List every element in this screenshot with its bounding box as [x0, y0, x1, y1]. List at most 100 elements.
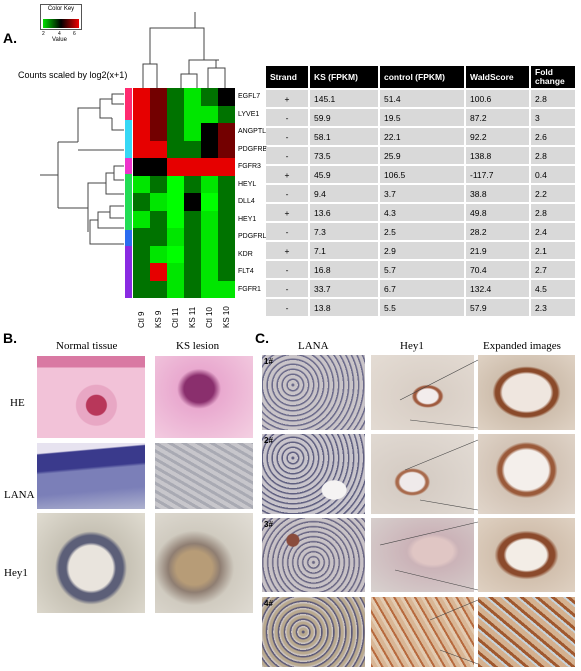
- gene-table-row: -9.4 3.7 38.8 2.2: [266, 185, 577, 202]
- gene-table-cell: 22.1: [380, 128, 466, 145]
- gene-table-cell: 3: [531, 109, 577, 126]
- gene-label: HEYL: [238, 180, 257, 188]
- gene-table-cell: 73.5: [310, 147, 380, 164]
- heatmap-cell: [167, 245, 184, 263]
- row-tag-c4: 4#: [264, 599, 273, 608]
- heatmap-cell: [201, 263, 218, 281]
- heatmap-cell: [167, 105, 184, 123]
- heatmap-cell: [201, 158, 218, 176]
- heatmap-cell: [184, 105, 201, 123]
- heatmap-cell: [133, 140, 150, 158]
- color-key: Color Key: [40, 4, 82, 30]
- heatmap-cell: [167, 123, 184, 141]
- heatmap-cell: [133, 105, 150, 123]
- heatmap-cell: [184, 263, 201, 281]
- gene-table-cell: +: [266, 242, 310, 259]
- row-group-bar: [125, 120, 132, 158]
- gene-table-cell: 2.4: [531, 223, 577, 240]
- gene-label: LYVE1: [238, 110, 260, 118]
- heatmap-cell: [218, 245, 235, 263]
- row-group-bar: [125, 230, 132, 246]
- gene-table-cell: +: [266, 90, 310, 107]
- color-key-title: Color Key: [47, 6, 75, 12]
- heatmap-cell: [184, 123, 201, 141]
- row-tag-lana: LANA: [4, 489, 35, 501]
- heatmap-cell: [184, 280, 201, 298]
- row-tag-c2: 2#: [264, 436, 273, 445]
- gene-table-cell: 45.9: [310, 166, 380, 183]
- heatmap-cell: [218, 123, 235, 141]
- gene-table-row: -58.1 22.1 92.2 2.6: [266, 128, 577, 145]
- gene-table-cell: 28.2: [466, 223, 531, 240]
- heatmap-cell: [201, 123, 218, 141]
- heatmap-cell: [184, 245, 201, 263]
- gene-table-cell: 2.2: [531, 185, 577, 202]
- gene-table-cell: +: [266, 166, 310, 183]
- gene-table-cell: 2.7: [531, 261, 577, 278]
- panel-c-label: C.: [255, 330, 269, 346]
- image-c2-expanded: [478, 434, 575, 514]
- heatmap-cell: [201, 193, 218, 211]
- heatmap-cell: [167, 175, 184, 193]
- gene-table-cell: 2.8: [531, 204, 577, 221]
- heatmap-cell: [218, 140, 235, 158]
- col-title-ks: KS lesion: [176, 340, 220, 352]
- heatmap-cell: [184, 88, 201, 106]
- gene-table-cell: -: [266, 109, 310, 126]
- image-c4-lana: [262, 597, 365, 667]
- gene-table-cell: 6.7: [380, 280, 466, 297]
- gene-table-cell: 58.1: [310, 128, 380, 145]
- gene-table-cell: 2.1: [531, 242, 577, 259]
- gene-table-row: -13.8 5.5 57.9 2.3: [266, 299, 577, 316]
- heatmap-cell: [150, 123, 167, 141]
- image-ks-he: [155, 356, 253, 438]
- row-group-bar: [125, 174, 132, 230]
- color-key-tick: 4: [58, 31, 61, 37]
- row-tag-he: HE: [10, 397, 25, 409]
- gene-table-cell: 4.3: [380, 204, 466, 221]
- image-c3-hey1: [371, 518, 474, 592]
- gene-table: Strand KS (FPKM) control (FPKM) WaldScor…: [266, 64, 577, 318]
- image-c3-lana: [262, 518, 365, 592]
- heatmap-cell: [184, 210, 201, 228]
- panel-a-label: A.: [3, 30, 17, 46]
- heatmap-cell: [167, 210, 184, 228]
- gene-table-cell: 57.9: [466, 299, 531, 316]
- heatmap-cell: [201, 280, 218, 298]
- heatmap-cell: [133, 210, 150, 228]
- heatmap-cell: [201, 210, 218, 228]
- heatmap-cell: [167, 263, 184, 281]
- heatmap-cell: [184, 228, 201, 246]
- gene-table-cell: 2.3: [531, 299, 577, 316]
- heatmap-cell: [184, 140, 201, 158]
- heatmap-cell: [184, 175, 201, 193]
- gene-table-cell: 33.7: [310, 280, 380, 297]
- gene-table-cell: 87.2: [466, 109, 531, 126]
- row-group-bar: [125, 158, 132, 174]
- gene-table-cell: 70.4: [466, 261, 531, 278]
- image-normal-hey1: [37, 513, 145, 613]
- gene-table-cell: 7.1: [310, 242, 380, 259]
- gene-label: PDGFRL: [238, 233, 267, 240]
- heatmap-cell: [184, 158, 201, 176]
- gene-label: KDR: [238, 250, 253, 258]
- gene-table-cell: 132.4: [466, 280, 531, 297]
- heatmap-cell: [201, 88, 218, 106]
- col-title-expanded: Expanded images: [483, 340, 561, 352]
- gene-table-cell: 138.8: [466, 147, 531, 164]
- dendrograms: [40, 12, 226, 245]
- heatmap-cell: [150, 245, 167, 263]
- gene-table-cell: -: [266, 185, 310, 202]
- gene-label: HEY1: [238, 215, 257, 223]
- heatmap-cell: [150, 210, 167, 228]
- heatmap-cell: [167, 88, 184, 106]
- gene-table-row: +13.6 4.3 49.8 2.8: [266, 204, 577, 221]
- header-ks: KS (FPKM): [310, 66, 380, 88]
- heatmap-cell: [218, 158, 235, 176]
- heatmap-cell: [133, 175, 150, 193]
- gene-table-cell: 25.9: [380, 147, 466, 164]
- gene-table-cell: 2.8: [531, 147, 577, 164]
- image-normal-lana: [37, 443, 145, 509]
- heatmap-cell: [167, 280, 184, 298]
- gene-table-header: Strand KS (FPKM) control (FPKM) WaldScor…: [266, 66, 577, 88]
